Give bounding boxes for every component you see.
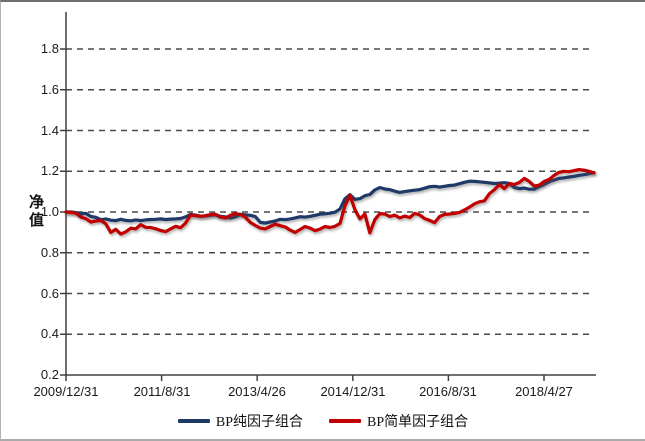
y-tick-label: 1.2 [40, 163, 59, 178]
y-tick-label: 0.6 [40, 286, 59, 301]
x-tick-label: 2014/12/31 [320, 384, 386, 399]
y-tick-label: 1.0 [40, 204, 59, 219]
series-line-bp-simple-factor [64, 168, 596, 236]
y-tick-label: 0.8 [40, 245, 59, 260]
y-tick-label: 1.4 [40, 123, 59, 138]
red-line-marker-icon [329, 419, 361, 423]
blue-line-marker-icon [177, 419, 210, 423]
x-tick-label: 2011/8/31 [133, 384, 191, 399]
legend-label: BP简单因子组合 [367, 415, 469, 430]
legend-label: BP纯因子组合 [215, 415, 303, 430]
x-tick-label: 2016/8/31 [419, 384, 477, 399]
x-tick-label: 2013/4/26 [228, 384, 286, 399]
y-tick-label: 1.8 [40, 41, 59, 56]
x-tick-label: 2009/12/31 [33, 384, 99, 399]
y-tick-label: 0.2 [40, 367, 59, 382]
legend-item-bp-simple-factor: BP简单因子组合 [329, 411, 468, 431]
series-line-bp-pure-factor [64, 170, 596, 225]
y-axis-title: 净值 [28, 195, 44, 229]
legend-item-bp-pure-factor: BP纯因子组合 [177, 411, 303, 431]
x-tick-label: 2018/4/27 [515, 384, 573, 399]
y-tick-label: 0.4 [40, 326, 59, 341]
legend: BP纯因子组合 BP简单因子组合 [1, 410, 645, 432]
y-tick-label: 1.6 [40, 82, 59, 97]
